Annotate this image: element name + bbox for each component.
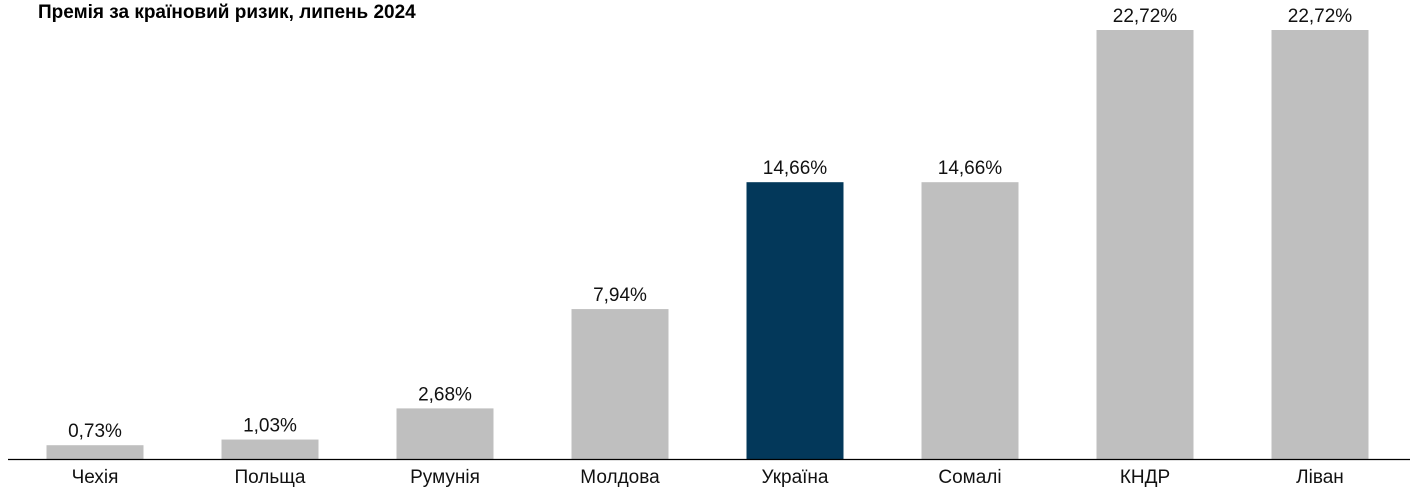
x-tick-label: КНДР: [1120, 467, 1170, 488]
bar: [1096, 30, 1194, 459]
data-label: 1,03%: [243, 416, 297, 437]
bar: [571, 309, 669, 459]
bar: [221, 439, 319, 459]
x-tick-label: Чехія: [72, 467, 119, 488]
x-tick-label: Сомалі: [938, 467, 1001, 488]
data-label: 22,72%: [1113, 6, 1178, 27]
x-tick-label: Україна: [761, 467, 828, 488]
data-label: 14,66%: [763, 158, 828, 179]
bar: [1271, 30, 1369, 459]
data-label: 22,72%: [1288, 6, 1353, 27]
bar: [46, 445, 144, 459]
bar: [746, 182, 844, 459]
data-label: 7,94%: [593, 285, 647, 306]
data-label: 0,73%: [68, 421, 122, 442]
chart-title: Премія за країновий ризик, липень 2024: [38, 2, 416, 23]
x-tick-label: Ліван: [1296, 467, 1344, 488]
x-tick-label: Польща: [235, 467, 306, 488]
x-tick-label: Молдова: [580, 467, 660, 488]
bar: [921, 182, 1019, 459]
data-label: 2,68%: [418, 384, 472, 405]
data-label: 14,66%: [938, 158, 1003, 179]
bar: [396, 408, 494, 459]
x-tick-label: Румунія: [410, 467, 480, 488]
